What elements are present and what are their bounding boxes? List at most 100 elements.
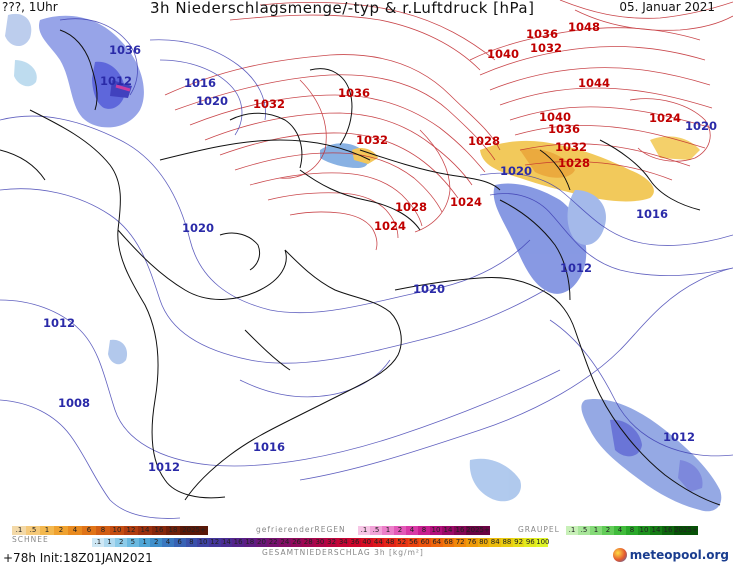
legend-tick: .1 xyxy=(566,526,578,535)
legend-tick: .5 xyxy=(370,526,382,535)
graupel-scale: .1.5 1 2 4 8 10 14 16 2025+ xyxy=(566,526,698,535)
legend-tick: 88 xyxy=(501,538,513,547)
legend-tick: 40 xyxy=(360,538,373,547)
legend-tick: 2025+ xyxy=(466,526,490,535)
legend-tick: 8 xyxy=(418,526,430,535)
legend-tick: 16 xyxy=(454,526,466,535)
legend-tick: 92 xyxy=(512,538,525,547)
legend-tick: .1 xyxy=(358,526,370,535)
legend-tick: 24 xyxy=(279,538,291,547)
legend-tick: 48 xyxy=(384,538,396,547)
freezing-rain-label: gefrierenderREGEN xyxy=(256,525,346,534)
legend-tick: 16 xyxy=(152,526,166,535)
legend-tick: 14 xyxy=(650,526,662,535)
isobar-label-1020: 1020 xyxy=(196,94,229,108)
legend-tick: 8 xyxy=(185,538,198,547)
legend-tick: 64 xyxy=(430,538,443,547)
legend-tick: 4 xyxy=(406,526,418,535)
legend-tick: 68 xyxy=(442,538,455,547)
isobar-label-1028: 1028 xyxy=(468,134,501,148)
legend-tick: .5 xyxy=(578,526,590,535)
precipitation-areas xyxy=(5,13,722,512)
legend-tick: 2 xyxy=(150,538,163,547)
snow-scale: .1.5 1 2 4 6 8 10 12 14 16 18 2025+ xyxy=(12,526,208,535)
isobar-label-1012: 1012 xyxy=(100,74,133,88)
legend-tick: 2 xyxy=(602,526,614,535)
isobar-label-1032: 1032 xyxy=(253,97,286,111)
isobar-label-1036: 1036 xyxy=(548,122,581,136)
isobar-label-1032: 1032 xyxy=(530,41,563,55)
legend-tick: 10 xyxy=(638,526,650,535)
graupel-label: GRAUPEL xyxy=(518,525,560,534)
legend-tick: 14 xyxy=(138,526,152,535)
isobar-label-1044: 1044 xyxy=(578,76,611,90)
legend-tick: 10 xyxy=(110,526,124,535)
legend-tick: 34 xyxy=(337,538,350,547)
legend-tick: 28 xyxy=(302,538,315,547)
brand-link[interactable]: meteopool.org xyxy=(612,548,729,562)
isobar-label-1040: 1040 xyxy=(487,47,520,61)
legend-tick: 6 xyxy=(173,538,186,547)
isobar-label-1016: 1016 xyxy=(184,76,217,90)
legend-tick: 10 xyxy=(197,538,209,547)
legend-tick: 14 xyxy=(442,526,454,535)
total-precip-label: GESAMTNIEDERSCHLAG 3h [kg/m²] xyxy=(262,548,424,557)
isobars-high xyxy=(164,0,733,251)
forecast-time: ???, 1Uhr xyxy=(2,0,58,14)
isobar-label-1036: 1036 xyxy=(526,27,559,41)
isobar-label-1032: 1032 xyxy=(555,140,588,154)
isobar-label-1012: 1012 xyxy=(560,261,593,275)
legend-tick: 2025+ xyxy=(180,526,208,535)
isobar-label-1016: 1016 xyxy=(253,440,286,454)
legend-tick: .1 xyxy=(92,538,104,547)
legend-tick: .1 xyxy=(12,526,26,535)
map-title: 3h Niederschlagsmenge/-typ & r.Luftdruck… xyxy=(150,0,535,17)
legend-tick: 12 xyxy=(208,538,221,547)
legend-tick: 2 xyxy=(115,538,128,547)
isobar-label-1048: 1048 xyxy=(568,20,601,34)
legend-tick: 1 xyxy=(138,538,151,547)
isobar-label-1016: 1016 xyxy=(636,207,669,221)
legend-tick: 84 xyxy=(489,538,502,547)
legend-tick: 26 xyxy=(290,538,303,547)
legend-tick: 32 xyxy=(325,538,338,547)
legend-tick: 1 xyxy=(382,526,394,535)
legend-tick: 8 xyxy=(96,526,110,535)
coastlines xyxy=(0,29,721,506)
legend-tick: 60 xyxy=(419,538,431,547)
legend-tick: 1 xyxy=(40,526,54,535)
legend-tick: 5 xyxy=(127,538,139,547)
isobar-label-1032: 1032 xyxy=(356,133,389,147)
legend-tick: 18 xyxy=(243,538,256,547)
isobar-label-1020: 1020 xyxy=(500,164,533,178)
legend-tick: 8 xyxy=(626,526,638,535)
legend-tick: 6 xyxy=(82,526,96,535)
meteopool-logo-icon xyxy=(612,548,627,562)
isobar-label-1024: 1024 xyxy=(374,219,407,233)
legend-tick: 2 xyxy=(54,526,68,535)
isobar-label-1028: 1028 xyxy=(395,200,428,214)
snow-label: SCHNEE xyxy=(12,535,49,544)
legend-tick: 30 xyxy=(314,538,326,547)
isobar-label-1012: 1012 xyxy=(663,430,696,444)
isobar-label-1012: 1012 xyxy=(43,316,76,330)
legend-tick: 16 xyxy=(232,538,244,547)
legend-tick: .5 xyxy=(26,526,40,535)
isobar-label-1020: 1020 xyxy=(685,119,718,133)
isobar-label-1040: 1040 xyxy=(539,110,572,124)
legend-tick: 76 xyxy=(466,538,478,547)
freezing-rain-scale: .1.5 1 2 4 8 10 14 16 2025+ xyxy=(358,526,490,535)
isobar-label-1036: 1036 xyxy=(338,86,371,100)
isobar-label-1020: 1020 xyxy=(182,221,215,235)
legend-tick: 4 xyxy=(162,538,174,547)
legend-tick: 14 xyxy=(220,538,233,547)
legend-tick: 36 xyxy=(349,538,361,547)
isobar-label-1024: 1024 xyxy=(450,195,483,209)
legend-tick: 20 xyxy=(255,538,268,547)
legend-tick: 44 xyxy=(372,538,385,547)
legend-tick: 16 xyxy=(662,526,674,535)
legend-tick: 1 xyxy=(103,538,116,547)
legend-tick: 56 xyxy=(407,538,420,547)
legend-tick: 52 xyxy=(395,538,408,547)
